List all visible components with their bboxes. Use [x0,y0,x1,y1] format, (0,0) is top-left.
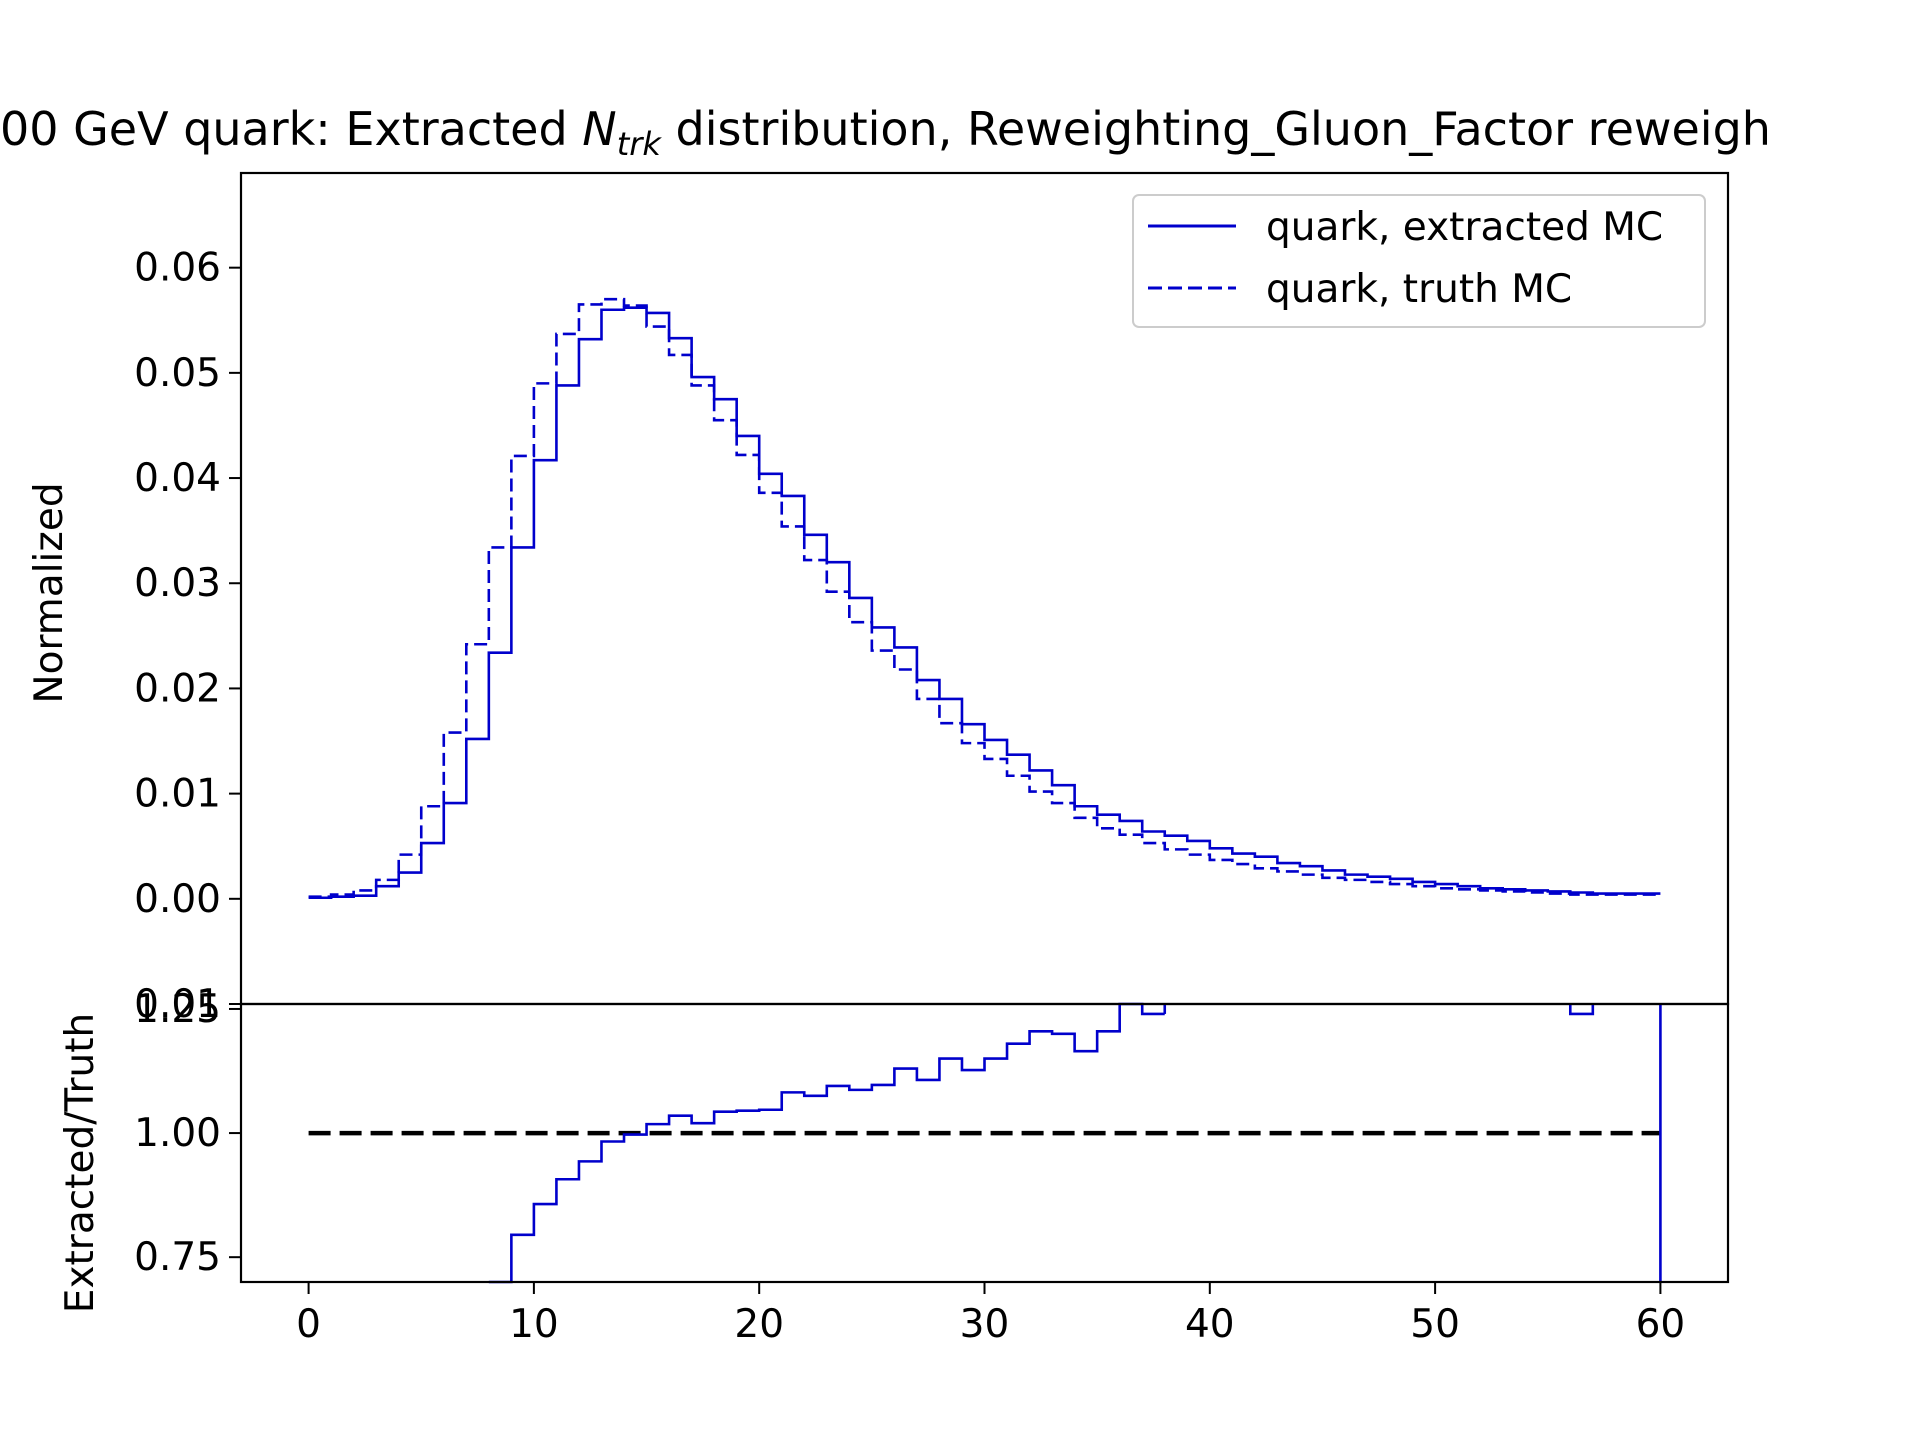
main-y-tick-label: 0.01 [134,772,221,817]
main-plot-panel: 0.00 0.01 0.02 0.03 0.04 0.05 0.06 0.01 Normali… [27,171,1730,1027]
x-tick-label: 60 [1636,1302,1686,1347]
x-tick-label: 0 [296,1302,321,1347]
ratio-y-tick-label: 1.00 [134,1111,221,1156]
x-tick-label: 10 [509,1302,559,1347]
ratio-y-tick-label: 0.75 [134,1235,221,1280]
series-truth-mc [308,297,1661,899]
main-y-axis-label: Normalized [27,482,72,703]
legend-box [1132,194,1706,328]
series-ratio [488,1002,1165,1284]
x-tick-label: 40 [1185,1302,1235,1347]
series-extracted-mc [308,306,1661,900]
chart-title: 00 GeV quark: Extracted Ntrk distributio… [0,102,1771,163]
main-y-tick-label: 0.00 [134,877,221,922]
ratio-plot-frame [239,1002,1730,1284]
ratio-y-axis-label: Extracted/Truth [58,1013,103,1313]
main-y-tick-label: 0.03 [134,561,221,606]
legend-entry-truth: quark, truth MC [1266,267,1572,312]
main-y-tick-label: 0.05 [134,351,221,396]
ratio-y-tick-label: 1.25 [134,987,221,1032]
series-ratio-extra-bin [1568,1004,1595,1016]
main-y-tick-label: 0.02 [134,666,221,711]
legend-entry-extracted: quark, extracted MC [1266,205,1663,250]
main-y-tick-label: 0.06 [134,246,221,291]
x-tick-label: 50 [1410,1302,1460,1347]
x-tick-label: 20 [734,1302,784,1347]
main-y-tick-label-bottom: 0.01 [134,982,221,1027]
legend: quark, extracted MC quark, truth MC [1132,194,1706,328]
ratio-plot-panel: 0.75 1.00 1.25 0 10 20 30 40 50 60 Extracted/Tru… [58,987,1730,1347]
x-tick-label: 30 [960,1302,1010,1347]
main-y-tick-label: 0.04 [134,456,221,501]
